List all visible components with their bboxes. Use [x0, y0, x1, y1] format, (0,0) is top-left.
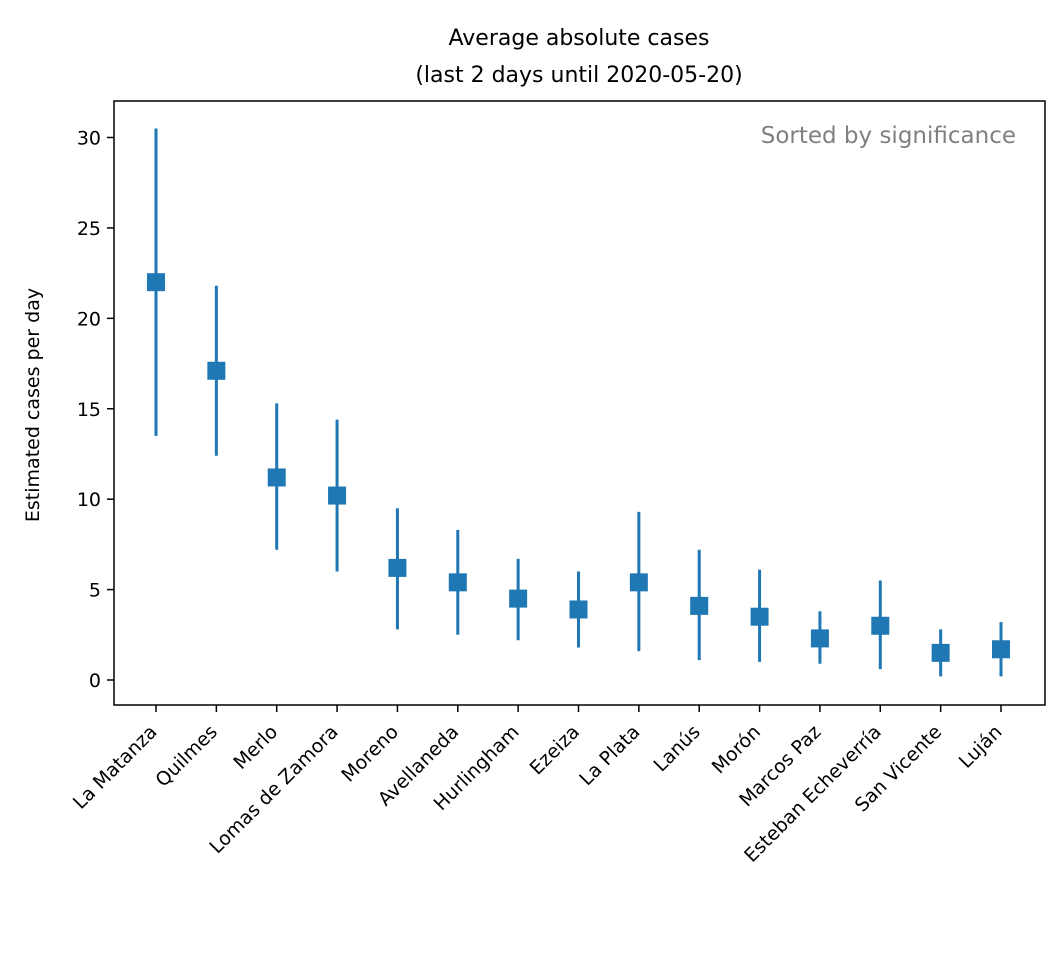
chart-subtitle: (last 2 days until 2020-05-20) [415, 63, 742, 88]
plot-area [147, 128, 1010, 677]
x-tick-label: La Plata [575, 721, 644, 790]
data-point [991, 640, 1010, 659]
chart-title: Average absolute cases [449, 26, 710, 51]
data-point [147, 273, 165, 292]
data-point [267, 468, 286, 487]
data-point [810, 629, 829, 648]
x-tick-label: Morón [708, 721, 765, 778]
x-tick-label: Quilmes [151, 721, 221, 791]
y-axis: 0 5 10 15 20 25 30 [77, 128, 114, 692]
data-point [388, 558, 407, 577]
x-tick-label: La Matanza [69, 721, 162, 814]
data-point [509, 589, 528, 608]
y-tick-label: 0 [89, 670, 101, 692]
data-point [750, 607, 769, 626]
y-tick-label: 30 [77, 128, 101, 150]
x-tick-label: Luján [955, 721, 1007, 773]
y-tick-label: 10 [77, 489, 101, 511]
y-axis-label: Estimated cases per day [22, 288, 44, 522]
y-tick-label: 5 [89, 580, 101, 602]
data-point [690, 596, 709, 615]
data-point [448, 573, 467, 592]
x-tick-label: Lanús [649, 721, 704, 776]
y-tick-label: 15 [77, 399, 101, 421]
x-tick-label: Ezeiza [526, 721, 584, 779]
data-point [207, 361, 226, 380]
y-tick-label: 25 [77, 218, 101, 240]
plot-frame [113, 100, 1046, 706]
x-tick-label: Merlo [229, 721, 282, 774]
data-point [629, 573, 648, 592]
data-point [931, 643, 950, 662]
data-point [871, 616, 890, 635]
data-point [328, 486, 347, 505]
data-point [569, 600, 588, 619]
y-tick-label: 20 [77, 308, 101, 330]
annotation-text: Sorted by significance [761, 123, 1016, 149]
